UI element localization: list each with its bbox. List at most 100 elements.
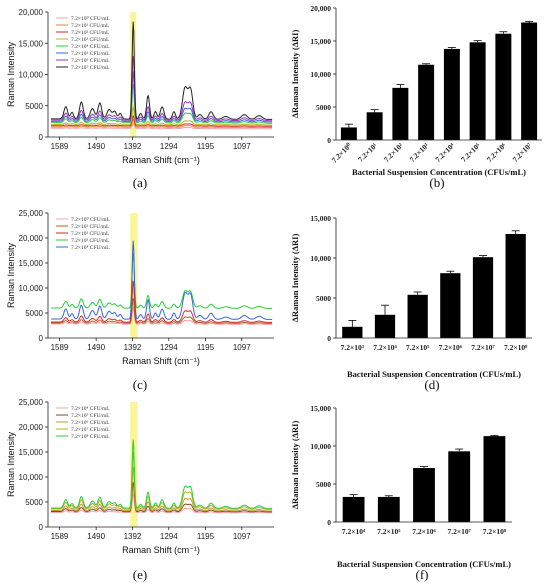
legend-label-2: 7.2×10² CFU/mL bbox=[71, 30, 110, 36]
category-label-4: 7.2×10⁸ bbox=[483, 527, 507, 536]
x-tick-label: 1392 bbox=[124, 532, 142, 541]
x-axis-title: Raman Shift (cm⁻¹) bbox=[122, 155, 200, 165]
y-tick-label: 10,000 bbox=[310, 254, 331, 263]
x-tick-label: 1195 bbox=[197, 532, 215, 541]
series-line-0 bbox=[51, 306, 273, 325]
panel-label: (e) bbox=[133, 567, 147, 582]
line-chart-e: 0 5000 10,000 15,000 20,000 25,000 1589 1490 139… bbox=[6, 398, 274, 582]
legend-label-7: 7.2×10⁷ CFU/mL bbox=[71, 65, 110, 71]
y-tick-label: 15,000 bbox=[310, 404, 331, 413]
series-line-1 bbox=[51, 118, 273, 128]
series-line-4 bbox=[51, 439, 273, 509]
legend-label-4: 7.2×10⁴ CFU/mL bbox=[71, 245, 110, 251]
series-line-5 bbox=[51, 71, 273, 123]
y-tick-label: 5000 bbox=[316, 103, 331, 112]
legend-label-4: 7.2×10⁴ CFU/mL bbox=[71, 44, 110, 50]
bar-5 bbox=[469, 42, 486, 140]
x-axis-title: Bacterial Suspension Concentration (CFUs… bbox=[347, 369, 521, 379]
bar-1 bbox=[366, 112, 383, 140]
category-label-1: 7.2×10¹ bbox=[356, 141, 379, 164]
category-label-5: 7.2×10⁵ bbox=[459, 141, 482, 164]
line-chart-a: 0 5000 10,000 15,000 20,000 1589 1490 1392 1294 1… bbox=[6, 8, 274, 190]
x-tick-label: 1490 bbox=[87, 532, 105, 541]
y-tick-label: 0 bbox=[39, 523, 44, 532]
y-tick-label: 5000 bbox=[316, 294, 331, 303]
y-tick-label: 10,000 bbox=[310, 442, 331, 451]
category-label-5: 7.2×10⁸ bbox=[504, 343, 528, 352]
bar-2 bbox=[413, 468, 435, 522]
y-tick-label: 0 bbox=[39, 133, 44, 142]
panel-label: (d) bbox=[424, 377, 439, 392]
y-tick-label: 10,000 bbox=[19, 284, 44, 293]
y-tick-label: 15,000 bbox=[19, 448, 44, 457]
x-tick-label: 1589 bbox=[51, 532, 69, 541]
x-tick-label: 1490 bbox=[87, 142, 105, 151]
category-label-3: 7.2×10³ bbox=[408, 141, 431, 164]
x-tick-label: 1490 bbox=[87, 343, 105, 352]
series-line-0 bbox=[51, 122, 273, 130]
y-tick-label: 25,000 bbox=[19, 209, 44, 218]
series-line-3 bbox=[51, 253, 273, 309]
x-tick-label: 1195 bbox=[197, 142, 215, 151]
y-tick-label: 20,000 bbox=[19, 423, 44, 432]
category-label-2: 7.2×10² bbox=[382, 141, 405, 164]
legend-label-5: 7.2×10⁵ CFU/mL bbox=[71, 51, 110, 57]
category-label-4: 7.2×10⁷ bbox=[471, 343, 495, 352]
series-line-2 bbox=[51, 467, 273, 512]
bar-2 bbox=[392, 87, 409, 140]
series-line-4 bbox=[51, 84, 273, 124]
x-tick-label: 1294 bbox=[160, 532, 178, 541]
bar-0 bbox=[340, 127, 357, 140]
bar-3 bbox=[448, 451, 471, 522]
category-label-0: 7.2×10⁰ bbox=[330, 140, 354, 164]
y-tick-label: 10,000 bbox=[19, 473, 44, 482]
category-label-2: 7.2×10⁵ bbox=[406, 343, 430, 352]
bar-4 bbox=[443, 48, 460, 140]
line-chart-c: 0 5000 10,000 15,000 20,000 25,000 1589 1490 139… bbox=[6, 209, 274, 392]
series-line-0 bbox=[51, 492, 273, 514]
series-line-3 bbox=[51, 105, 273, 126]
y-axis-title: ΔRaman Intensity (ΔRI) bbox=[290, 421, 300, 510]
x-tick-label: 1294 bbox=[160, 142, 178, 151]
category-label-6: 7.2×10⁶ bbox=[485, 141, 508, 164]
series-line-6 bbox=[51, 55, 273, 122]
series-line-1 bbox=[51, 298, 273, 324]
x-tick-label: 1097 bbox=[233, 343, 251, 352]
panel-label: (c) bbox=[133, 377, 147, 392]
bar-0 bbox=[342, 326, 363, 338]
bar-4 bbox=[483, 436, 506, 522]
y-tick-label: 5000 bbox=[25, 498, 43, 507]
x-tick-label: 1195 bbox=[197, 343, 215, 352]
x-tick-label: 1097 bbox=[233, 142, 251, 151]
y-tick-label: 15,000 bbox=[310, 37, 331, 46]
panel-label: (b) bbox=[429, 175, 444, 190]
legend-label-3: 7.2×10⁷ CFU/mL bbox=[71, 427, 110, 433]
category-label-7: 7.2×10⁷ bbox=[511, 141, 534, 164]
legend-label-2: 7.2×10⁶ CFU/mL bbox=[71, 420, 110, 426]
y-tick-label: 25,000 bbox=[19, 398, 44, 407]
bar-chart-b: 7.2×10⁰ 7.2×10¹ 7.2×10² 7.2×10³ 7.2×10⁴ 7.2×1… bbox=[290, 4, 542, 190]
x-tick-label: 1097 bbox=[233, 532, 251, 541]
legend-label-6: 7.2×10⁶ CFU/mL bbox=[71, 58, 110, 64]
bar-4 bbox=[472, 257, 494, 338]
y-tick-label: 20,000 bbox=[19, 8, 44, 17]
series-line-1 bbox=[51, 482, 273, 513]
x-tick-label: 1392 bbox=[124, 142, 142, 151]
legend-label-0: 7.2×10⁰ CFU/mL bbox=[71, 216, 111, 223]
bar-0 bbox=[342, 496, 365, 522]
y-axis-title: ΔRaman Intensity (ΔRI) bbox=[290, 30, 300, 119]
y-tick-label: 0 bbox=[327, 136, 331, 145]
legend-label-3: 7.2×10³ CFU/mL bbox=[71, 238, 110, 244]
bar-7 bbox=[521, 22, 538, 140]
y-tick-label: 20,000 bbox=[310, 4, 331, 13]
y-tick-label: 0 bbox=[39, 334, 44, 343]
category-label-4: 7.2×10⁴ bbox=[433, 141, 456, 164]
y-tick-label: 5000 bbox=[25, 102, 43, 111]
y-tick-label: 0 bbox=[327, 518, 331, 527]
y-tick-label: 15,000 bbox=[19, 39, 44, 48]
category-label-3: 7.2×10⁷ bbox=[447, 527, 471, 536]
series-line-7 bbox=[51, 21, 273, 120]
series-line-3 bbox=[51, 452, 273, 510]
category-label-3: 7.2×10⁶ bbox=[439, 343, 463, 352]
